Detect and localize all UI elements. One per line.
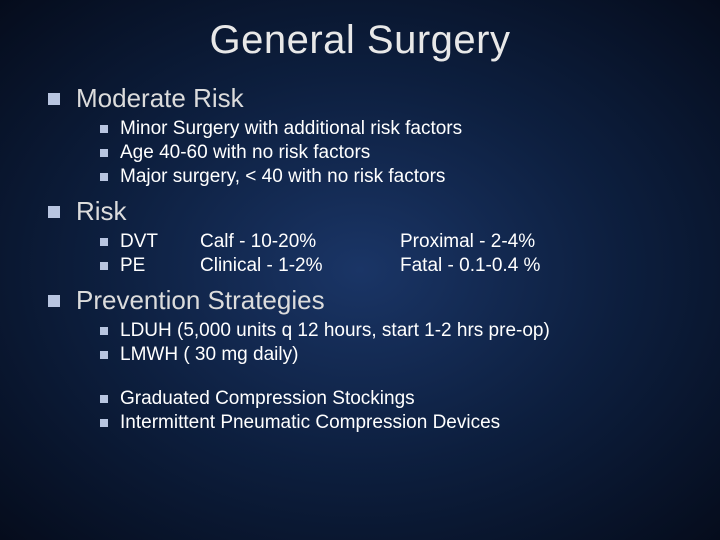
- section-heading-moderate-risk: Moderate Risk: [48, 83, 690, 114]
- square-bullet-icon: [100, 238, 108, 246]
- section-heading-prevention: Prevention Strategies: [48, 285, 690, 316]
- risk-label: DVT: [120, 231, 200, 253]
- square-bullet-icon: [100, 173, 108, 181]
- item-text: LDUH (5,000 units q 12 hours, start 1-2 …: [120, 320, 690, 342]
- heading-text: Risk: [76, 196, 690, 227]
- risk-value: Fatal - 0.1-0.4 %: [400, 255, 690, 277]
- square-bullet-icon: [100, 149, 108, 157]
- item-text: Graduated Compression Stockings: [120, 388, 690, 410]
- square-bullet-icon: [100, 262, 108, 270]
- list-item: Intermittent Pneumatic Compression Devic…: [100, 412, 690, 434]
- square-bullet-icon: [100, 327, 108, 335]
- risk-label: PE: [120, 255, 200, 277]
- item-text: Minor Surgery with additional risk facto…: [120, 118, 690, 140]
- square-bullet-icon: [48, 295, 60, 307]
- slide-title: General Surgery: [30, 18, 690, 63]
- square-bullet-icon: [100, 125, 108, 133]
- section-heading-risk: Risk: [48, 196, 690, 227]
- list-item: LMWH ( 30 mg daily): [100, 344, 690, 366]
- risk-value: Proximal - 2-4%: [400, 231, 690, 253]
- item-text: Intermittent Pneumatic Compression Devic…: [120, 412, 690, 434]
- risk-row-pe: PE Clinical - 1-2% Fatal - 0.1-0.4 %: [120, 255, 690, 277]
- list-item: DVT Calf - 10-20% Proximal - 2-4%: [100, 231, 690, 253]
- list-item: PE Clinical - 1-2% Fatal - 0.1-0.4 %: [100, 255, 690, 277]
- item-text: Major surgery, < 40 with no risk factors: [120, 166, 690, 188]
- list-item: Minor Surgery with additional risk facto…: [100, 118, 690, 140]
- square-bullet-icon: [100, 419, 108, 427]
- item-text: LMWH ( 30 mg daily): [120, 344, 690, 366]
- list-item: Age 40-60 with no risk factors: [100, 142, 690, 164]
- square-bullet-icon: [100, 395, 108, 403]
- risk-row-dvt: DVT Calf - 10-20% Proximal - 2-4%: [120, 231, 690, 253]
- risk-value: Calf - 10-20%: [200, 231, 400, 253]
- heading-text: Prevention Strategies: [76, 285, 690, 316]
- square-bullet-icon: [48, 93, 60, 105]
- heading-text: Moderate Risk: [76, 83, 690, 114]
- list-item: LDUH (5,000 units q 12 hours, start 1-2 …: [100, 320, 690, 342]
- slide: General Surgery Moderate Risk Minor Surg…: [0, 0, 720, 540]
- list-item: Major surgery, < 40 with no risk factors: [100, 166, 690, 188]
- risk-value: Clinical - 1-2%: [200, 255, 400, 277]
- square-bullet-icon: [48, 206, 60, 218]
- square-bullet-icon: [100, 351, 108, 359]
- list-item: Graduated Compression Stockings: [100, 388, 690, 410]
- item-text: Age 40-60 with no risk factors: [120, 142, 690, 164]
